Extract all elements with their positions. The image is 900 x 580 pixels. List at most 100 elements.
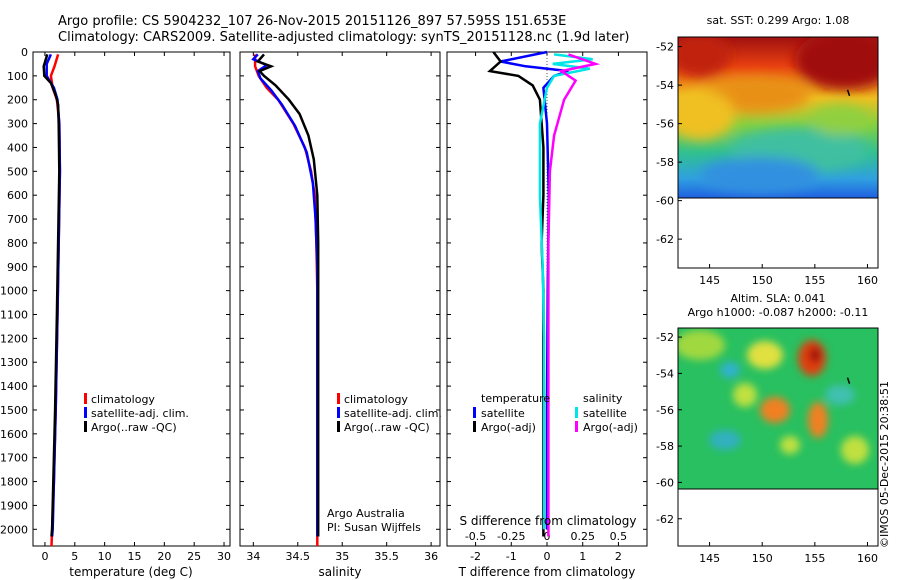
x-tick-label: 36 <box>424 550 438 563</box>
sla-map-title: Altim. SLA: 0.041 <box>730 292 825 305</box>
x-tick-label: 2 <box>615 550 622 563</box>
lon-tick-label: 160 <box>857 274 878 287</box>
x-tick-label: -1 <box>506 550 517 563</box>
x-top-tick-label: 0 <box>544 530 551 543</box>
x-tick-label: 34.5 <box>286 550 311 563</box>
difference-profiles: -2 -1 0 1 2 -0.5 -0.25 0 0.25 0.5 <box>465 50 628 563</box>
lon-tick-label: 150 <box>752 552 773 565</box>
x-tick-label: 0 <box>41 550 48 563</box>
x-tick-label: 1 <box>579 550 586 563</box>
sst-map-title: sat. SST: 0.299 Argo: 1.08 <box>707 14 850 27</box>
x-tick-label: 15 <box>127 550 141 563</box>
legend-label-satellite: satellite-adj. clim. <box>344 407 442 420</box>
argo-position-marker <box>846 377 851 384</box>
lon-tick-label: 155 <box>804 552 825 565</box>
x-tick-label: -2 <box>470 550 481 563</box>
legend-header-salinity: salinity <box>583 392 623 405</box>
depth-tick-label: 1200 <box>0 332 28 345</box>
depth-tick-label: 1700 <box>0 452 28 465</box>
series-line-salinity-argoadj <box>547 53 601 537</box>
difference-x-label: T difference from climatology <box>458 565 636 579</box>
legend-swatch-t-satellite <box>473 407 476 418</box>
lat-tick-label: -52 <box>656 331 674 344</box>
legend-swatch-s-argo <box>575 421 578 432</box>
sla-map-subtitle: Argo h1000: -0.087 h2000: -0.11 <box>688 306 869 319</box>
series-line-climatology <box>253 54 319 546</box>
depth-tick-label: 100 <box>7 70 28 83</box>
legend-label-climatology: climatology <box>91 393 155 406</box>
lon-tick-label: 145 <box>699 274 720 287</box>
salinity-x-label: salinity <box>318 565 361 579</box>
lat-tick-label: -62 <box>656 513 674 526</box>
legend-swatch-t-argo <box>473 421 476 432</box>
pi-credit: PI: Susan Wijffels <box>327 521 421 534</box>
x-tick-label: 5 <box>71 550 78 563</box>
title-line-2: Climatology: CARS2009. Satellite-adjuste… <box>58 30 630 45</box>
legend-swatch-climatology <box>84 393 87 404</box>
legend-label-argo: Argo(..raw -QC) <box>344 421 430 434</box>
legend-label-t-argo: Argo(-adj) <box>481 421 536 434</box>
legend-label-climatology: climatology <box>344 393 408 406</box>
x-tick-label: 34 <box>246 550 260 563</box>
lat-tick-label: -56 <box>656 404 674 417</box>
temperature-profiles: 0 5 10 15 20 25 30 <box>41 52 231 563</box>
legend-label-satellite: satellite-adj. clim. <box>91 407 189 420</box>
legend-swatch-s-satellite <box>575 407 578 418</box>
depth-tick-label: 800 <box>7 237 28 250</box>
depth-tick-label: 0 <box>21 46 28 59</box>
x-tick-label: 10 <box>98 550 112 563</box>
lat-tick-label: -60 <box>656 476 674 489</box>
salinity-profiles: 34 34.5 35 35.5 36 <box>246 52 438 563</box>
lat-tick-label: -54 <box>656 367 674 380</box>
lon-tick-label: 150 <box>752 274 773 287</box>
depth-tick-label: 400 <box>7 141 28 154</box>
series-line-satelliteadjclim <box>251 53 319 537</box>
x-top-tick-label: -0.25 <box>497 530 525 543</box>
sst-map-border <box>677 36 879 269</box>
title-line-1: Argo profile: CS 5904232_107 26-Nov-2015… <box>58 14 567 29</box>
lat-tick-label: -60 <box>656 195 674 208</box>
sla-map-border <box>677 327 879 547</box>
lat-tick-label: -52 <box>656 41 674 54</box>
lon-tick-label: 160 <box>857 552 878 565</box>
series-line-salinity-satellite <box>538 53 593 530</box>
x-tick-label: 35.5 <box>374 550 399 563</box>
depth-tick-label: 1100 <box>0 309 28 322</box>
depth-tick-label: 1900 <box>0 499 28 512</box>
legend-label-t-satellite: satellite <box>481 407 525 420</box>
temperature-legend: climatology satellite-adj. clim. Argo(..… <box>84 393 189 434</box>
x-tick-label: 25 <box>187 550 201 563</box>
argo-australia-credit: Argo Australia <box>327 507 405 520</box>
x-tick-label: 0 <box>544 550 551 563</box>
lat-tick-label: -58 <box>656 156 674 169</box>
series-line-argorawqc <box>255 53 320 537</box>
legend-swatch-climatology <box>337 393 340 404</box>
lon-tick-label: 145 <box>699 552 720 565</box>
legend-swatch-argo <box>337 421 340 432</box>
depth-tick-labels: 0 100 200 300 400 500 600 700 800 900 1000 1100 1200… <box>0 46 647 536</box>
depth-tick-label: 700 <box>7 213 28 226</box>
lat-tick-label: -62 <box>656 233 674 246</box>
legend-label-argo: Argo(..raw -QC) <box>91 421 177 434</box>
difference-legend: temperature salinity satellite Argo(-adj… <box>473 392 638 434</box>
difference-top-x-label: S difference from climatology <box>460 514 637 528</box>
depth-tick-label: 300 <box>7 118 28 131</box>
x-top-tick-label: 0.5 <box>610 530 628 543</box>
temperature-x-label: temperature (deg C) <box>69 565 192 579</box>
legend-header-temperature: temperature <box>481 392 550 405</box>
depth-tick-label: 1600 <box>0 428 28 441</box>
legend-swatch-argo <box>84 421 87 432</box>
depth-tick-label: 500 <box>7 165 28 178</box>
depth-tick-label: 1800 <box>0 476 28 489</box>
depth-tick-label: 900 <box>7 261 28 274</box>
depth-tick-label: 1000 <box>0 285 28 298</box>
x-tick-label: 20 <box>157 550 171 563</box>
lat-tick-label: -58 <box>656 440 674 453</box>
lon-tick-label: 155 <box>804 274 825 287</box>
depth-tick-label: 1400 <box>0 380 28 393</box>
legend-swatch-satellite <box>84 407 87 418</box>
lat-tick-label: -56 <box>656 118 674 131</box>
temperature-panel-frame <box>32 51 231 547</box>
depth-tick-label: 2000 <box>0 523 28 536</box>
